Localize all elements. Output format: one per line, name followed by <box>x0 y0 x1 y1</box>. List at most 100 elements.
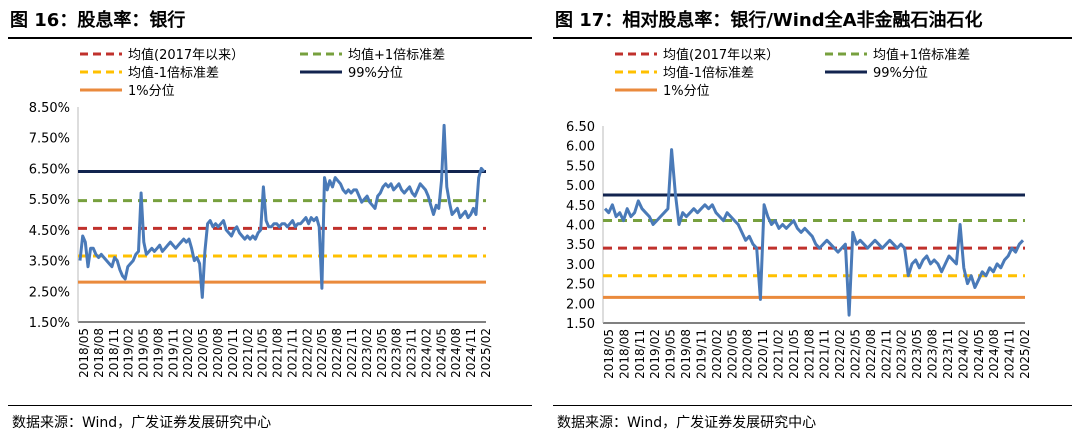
y-tick-label: 2.00 <box>566 297 595 312</box>
y-tick-label: 2.50% <box>29 285 70 300</box>
legend-item: 1%分位 <box>615 84 710 99</box>
legend-item: 均值-1倍标准差 <box>80 65 219 81</box>
x-tick-label: 2024/02 <box>419 328 433 378</box>
y-tick-label: 5.00 <box>566 179 595 194</box>
legend-item: 均值(2017年以来） <box>80 47 244 63</box>
source-rule <box>8 405 532 406</box>
x-tick-label: 2024/02 <box>956 329 970 379</box>
x-tick-label: 2018/08 <box>92 328 106 378</box>
legend-item: 均值+1倍标准差 <box>300 47 445 63</box>
x-tick-label: 2019/11 <box>166 328 180 378</box>
x-tick-label: 2021/08 <box>271 328 285 378</box>
y-tick-label: 4.00 <box>566 219 595 234</box>
x-tick-label: 2020/11 <box>226 328 240 378</box>
x-tick-label: 2020/05 <box>196 328 210 378</box>
x-tick-label: 2023/05 <box>375 328 389 378</box>
legend-item: 均值+1倍标准差 <box>825 47 970 63</box>
source-rule <box>553 405 1072 406</box>
x-tick-label: 2019/11 <box>694 329 708 379</box>
y-tick-label: 3.50 <box>566 238 595 253</box>
x-tick-label: 2023/11 <box>941 329 955 379</box>
x-tick-label: 2022/08 <box>864 329 878 379</box>
x-tick-label: 2021/11 <box>818 329 832 379</box>
y-tick-label: 4.50 <box>566 199 595 214</box>
legend-item: 均值(2017年以来） <box>615 47 779 63</box>
x-tick-label: 2020/11 <box>756 329 770 379</box>
x-tick-label: 2019/05 <box>664 329 678 379</box>
y-tick-label: 8.50% <box>29 101 70 116</box>
x-tick-label: 2023/08 <box>390 328 404 378</box>
legend-label: 均值(2017年以来） <box>663 47 779 63</box>
panel-left: 图 16：股息率：银行 均值(2017年以来） 均值+1倍标准差均值-1倍标准差 9… <box>8 10 532 431</box>
x-tick-label: 2020/08 <box>741 329 755 379</box>
x-tick-label: 2023/05 <box>910 329 924 379</box>
title-rule <box>553 37 1072 39</box>
y-tick-label: 2.50 <box>566 278 595 293</box>
y-tick-label: 6.00 <box>566 140 595 155</box>
legend-item: 均值-1倍标准差 <box>615 65 754 81</box>
y-tick-label: 4.50% <box>29 224 70 239</box>
x-tick-label: 2024/08 <box>987 329 1001 379</box>
source-note: 数据来源：Wind，广发证券发展研究中心 <box>12 415 272 431</box>
x-tick-label: 2023/02 <box>360 328 374 378</box>
legend-item: 1%分位 <box>80 84 175 99</box>
x-tick-label: 2020/05 <box>725 329 739 379</box>
x-tick-label: 2018/08 <box>617 329 631 379</box>
panel-right: 图 17：相对股息率：银行/Wind全A非金融石油石化 均值(2017年以来）均… <box>545 0 1080 439</box>
x-tick-label: 2024/05 <box>972 329 986 379</box>
y-tick-label: 1.50% <box>29 316 70 331</box>
x-tick-label: 2018/11 <box>107 328 121 378</box>
legend-label: 均值+1倍标准差 <box>873 47 970 63</box>
title-rule <box>8 37 532 39</box>
y-tick-label: 7.50% <box>29 132 70 147</box>
figure-title: 图 16：股息率：银行 <box>10 10 186 31</box>
legend-label: 1%分位 <box>128 84 175 99</box>
x-tick-label: 2022/02 <box>833 329 847 379</box>
x-tick-label: 2025/02 <box>479 328 493 378</box>
x-tick-label: 2019/05 <box>137 328 151 378</box>
y-tick-label: 1.50 <box>566 317 595 332</box>
legend-label: 99%分位 <box>348 66 403 81</box>
x-tick-label: 2021/02 <box>241 328 255 378</box>
series-line <box>603 148 1025 317</box>
x-tick-label: 2019/08 <box>151 328 165 378</box>
x-tick-label: 2021/11 <box>285 328 299 378</box>
x-tick-label: 2018/11 <box>633 329 647 379</box>
y-tick-label: 5.50% <box>29 193 70 208</box>
x-tick-label: 2019/02 <box>648 329 662 379</box>
source-note: 数据来源：Wind，广发证券发展研究中心 <box>557 415 817 431</box>
x-tick-label: 2020/08 <box>211 328 225 378</box>
x-tick-label: 2022/11 <box>345 328 359 378</box>
x-tick-label: 2021/08 <box>802 329 816 379</box>
y-tick-label: 3.00 <box>566 258 595 273</box>
y-tick-label: 3.50% <box>29 255 70 270</box>
series-line <box>78 123 486 299</box>
legend-label: 99%分位 <box>873 66 928 81</box>
x-tick-label: 2022/05 <box>849 329 863 379</box>
x-tick-label: 2023/08 <box>926 329 940 379</box>
x-tick-label: 2019/08 <box>679 329 693 379</box>
x-tick-label: 2024/08 <box>449 328 463 378</box>
x-tick-label: 2023/11 <box>405 328 419 378</box>
legend-label: 均值-1倍标准差 <box>663 65 754 81</box>
legend-label: 均值+1倍标准差 <box>348 47 445 63</box>
legend-label: 均值-1倍标准差 <box>128 65 219 81</box>
x-tick-label: 2021/05 <box>787 329 801 379</box>
x-tick-label: 2025/02 <box>1018 329 1032 379</box>
legend-item: 99%分位 <box>300 66 403 81</box>
y-tick-label: 5.50 <box>566 159 595 174</box>
x-tick-label: 2024/11 <box>1003 329 1017 379</box>
x-tick-label: 2021/05 <box>256 328 270 378</box>
x-tick-label: 2022/05 <box>315 328 329 378</box>
x-tick-label: 2021/02 <box>771 329 785 379</box>
x-tick-label: 2019/02 <box>122 328 136 378</box>
x-tick-label: 2018/05 <box>602 329 616 379</box>
y-tick-label: 6.50 <box>566 120 595 135</box>
x-tick-label: 2023/02 <box>895 329 909 379</box>
legend-item: 99%分位 <box>825 66 928 81</box>
x-tick-label: 2024/11 <box>464 328 478 378</box>
x-tick-label: 2020/02 <box>181 328 195 378</box>
x-tick-label: 2024/05 <box>434 328 448 378</box>
